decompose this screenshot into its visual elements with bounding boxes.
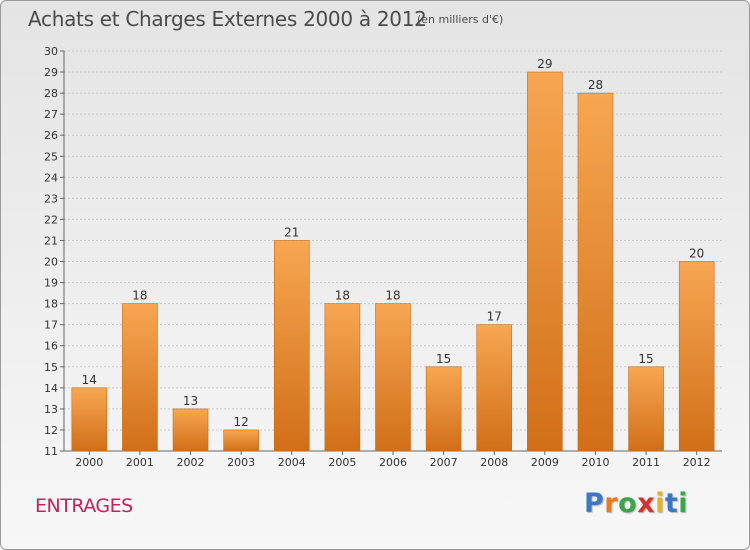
data-label: 29 — [537, 57, 552, 71]
logo-letter: x — [637, 488, 656, 519]
x-tick-label: 2005 — [328, 456, 356, 469]
y-tick-label: 26 — [44, 129, 58, 142]
data-label: 14 — [82, 373, 97, 387]
bar — [476, 324, 513, 452]
bar — [678, 261, 715, 452]
logo-letter: i — [678, 488, 689, 519]
data-label: 21 — [284, 225, 299, 239]
x-tick-label: 2006 — [379, 456, 407, 469]
logo-letter: r — [604, 488, 619, 519]
bar — [628, 366, 664, 452]
x-tick-label: 2011 — [632, 456, 660, 469]
bar — [223, 429, 259, 452]
x-tick-label: 2001 — [126, 456, 154, 469]
bar — [527, 71, 563, 452]
data-label: 18 — [132, 289, 147, 303]
x-tick-label: 2000 — [75, 456, 103, 469]
data-label: 12 — [234, 415, 249, 429]
labels: 11 12 13 14 15 16 17 18 19 20 21 22 23 24 25 26 27 28 29 30… — [44, 45, 711, 469]
x-tick-label: 2009 — [531, 456, 559, 469]
y-tick-label: 28 — [44, 87, 58, 100]
bar — [577, 92, 614, 452]
y-tick-label: 27 — [44, 108, 58, 121]
data-label: 17 — [487, 310, 502, 324]
y-tick-label: 13 — [44, 403, 58, 416]
y-tick-label: 15 — [44, 361, 58, 374]
x-tick-label: 2007 — [430, 456, 458, 469]
y-tick-label: 20 — [44, 256, 58, 269]
bar — [324, 303, 361, 452]
chart-title: Achats et Charges Externes 2000 à 2012 — [28, 7, 427, 31]
y-tick-label: 25 — [44, 150, 58, 163]
x-tick-label: 2010 — [581, 456, 609, 469]
bar — [375, 303, 411, 452]
x-tick-label: 2003 — [227, 456, 255, 469]
y-tick-label: 22 — [44, 213, 58, 226]
bar — [273, 240, 310, 452]
y-tick-label: 18 — [44, 298, 58, 311]
y-tick-label: 19 — [44, 277, 58, 290]
y-tick-label: 16 — [44, 340, 58, 353]
data-label: 18 — [385, 289, 400, 303]
data-label: 15 — [638, 352, 653, 366]
y-tick-label: 24 — [44, 171, 58, 184]
x-tick-label: 2002 — [177, 456, 205, 469]
y-tick-label: 30 — [44, 45, 58, 58]
proxiti-logo[interactable]: Proxiti — [584, 488, 688, 519]
y-tick-label: 21 — [44, 234, 58, 247]
chart-subtitle: (en milliers d'€) — [417, 13, 504, 26]
y-tick-label: 14 — [44, 382, 58, 395]
data-label: 28 — [588, 78, 603, 92]
x-tick-label: 2008 — [480, 456, 508, 469]
y-tick-label: 29 — [44, 66, 58, 79]
y-tick-label: 23 — [44, 192, 58, 205]
logo-letter: P — [584, 488, 605, 519]
bar — [122, 303, 158, 452]
data-label: 20 — [689, 247, 704, 261]
bar — [425, 366, 462, 452]
logo-letter: t — [664, 488, 679, 519]
x-tick-label: 2004 — [278, 456, 306, 469]
y-tick-label: 11 — [44, 445, 58, 458]
bar — [172, 408, 209, 452]
data-label: 18 — [335, 289, 350, 303]
data-label: 15 — [436, 352, 451, 366]
commune-name: ENTRAGES — [35, 495, 133, 517]
bar — [71, 387, 108, 452]
logo-letter: o — [618, 488, 638, 519]
y-tick-label: 12 — [44, 424, 58, 437]
y-tick-label: 17 — [44, 319, 58, 332]
bars — [71, 71, 715, 452]
data-label: 13 — [183, 394, 198, 408]
logo-letter: i — [655, 488, 665, 519]
x-tick-label: 2012 — [683, 456, 711, 469]
